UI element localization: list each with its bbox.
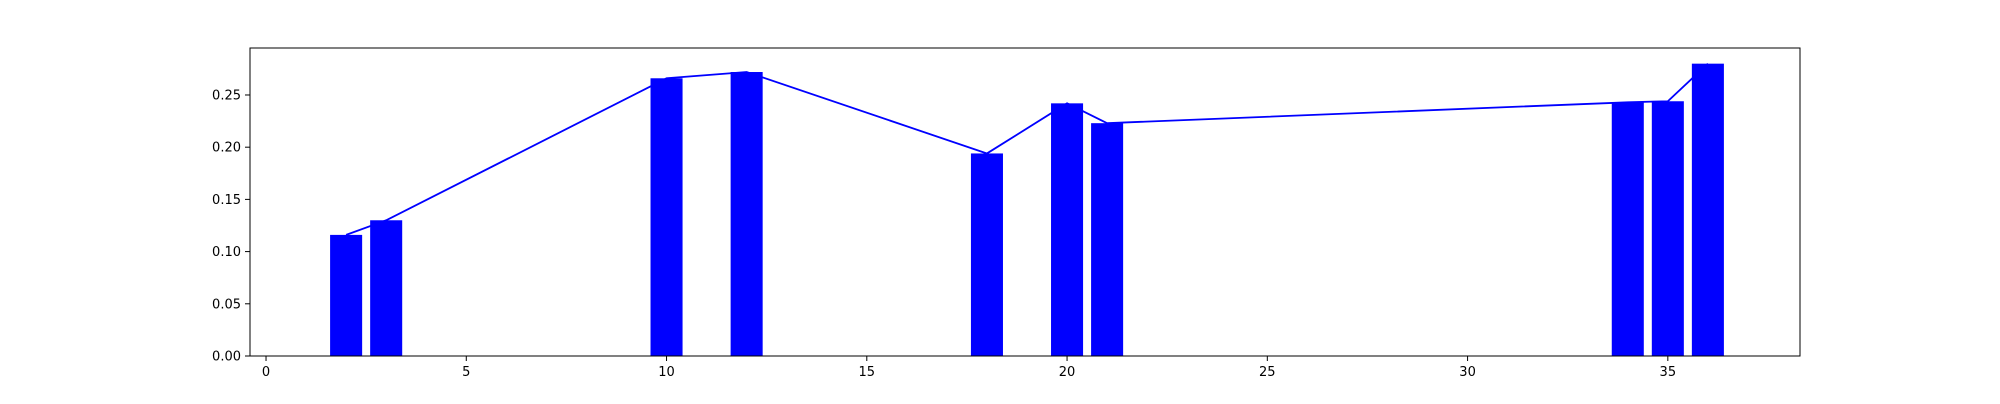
x-tick-label: 35 — [1660, 365, 1677, 380]
bar-2 — [370, 220, 403, 356]
y-tick-label: 0.25 — [212, 88, 241, 103]
bar-3 — [650, 78, 683, 356]
y-axis: 0.00 0.05 0.10 0.15 0.20 0.25 — [212, 88, 250, 365]
series-line — [345, 63, 1709, 236]
line-layer — [345, 63, 1709, 236]
bar-10 — [1691, 63, 1724, 356]
bars-layer — [330, 63, 1724, 356]
x-tick-label: 5 — [462, 365, 470, 380]
bar-6 — [1051, 103, 1084, 356]
x-tick-label: 25 — [1259, 365, 1276, 380]
x-tick-label: 30 — [1459, 365, 1476, 380]
y-tick-label: 0.00 — [212, 350, 241, 365]
x-tick-label: 15 — [859, 365, 876, 380]
x-tick-label: 10 — [658, 365, 675, 380]
y-tick-label: 0.15 — [212, 193, 241, 208]
x-axis: 0 5 10 15 20 25 30 35 — [262, 356, 1676, 380]
y-tick-label: 0.20 — [212, 141, 241, 156]
x-tick-label: 0 — [262, 365, 270, 380]
bar-5 — [970, 153, 1003, 356]
y-tick-label: 0.05 — [212, 297, 241, 312]
bar-1 — [330, 234, 363, 356]
bar-4 — [730, 72, 763, 356]
bar-7 — [1091, 123, 1124, 356]
bar-8 — [1611, 102, 1644, 356]
y-tick-label: 0.10 — [212, 245, 241, 260]
bar-9 — [1651, 101, 1684, 356]
x-tick-label: 20 — [1059, 365, 1076, 380]
plot-area-frame — [249, 47, 1801, 357]
